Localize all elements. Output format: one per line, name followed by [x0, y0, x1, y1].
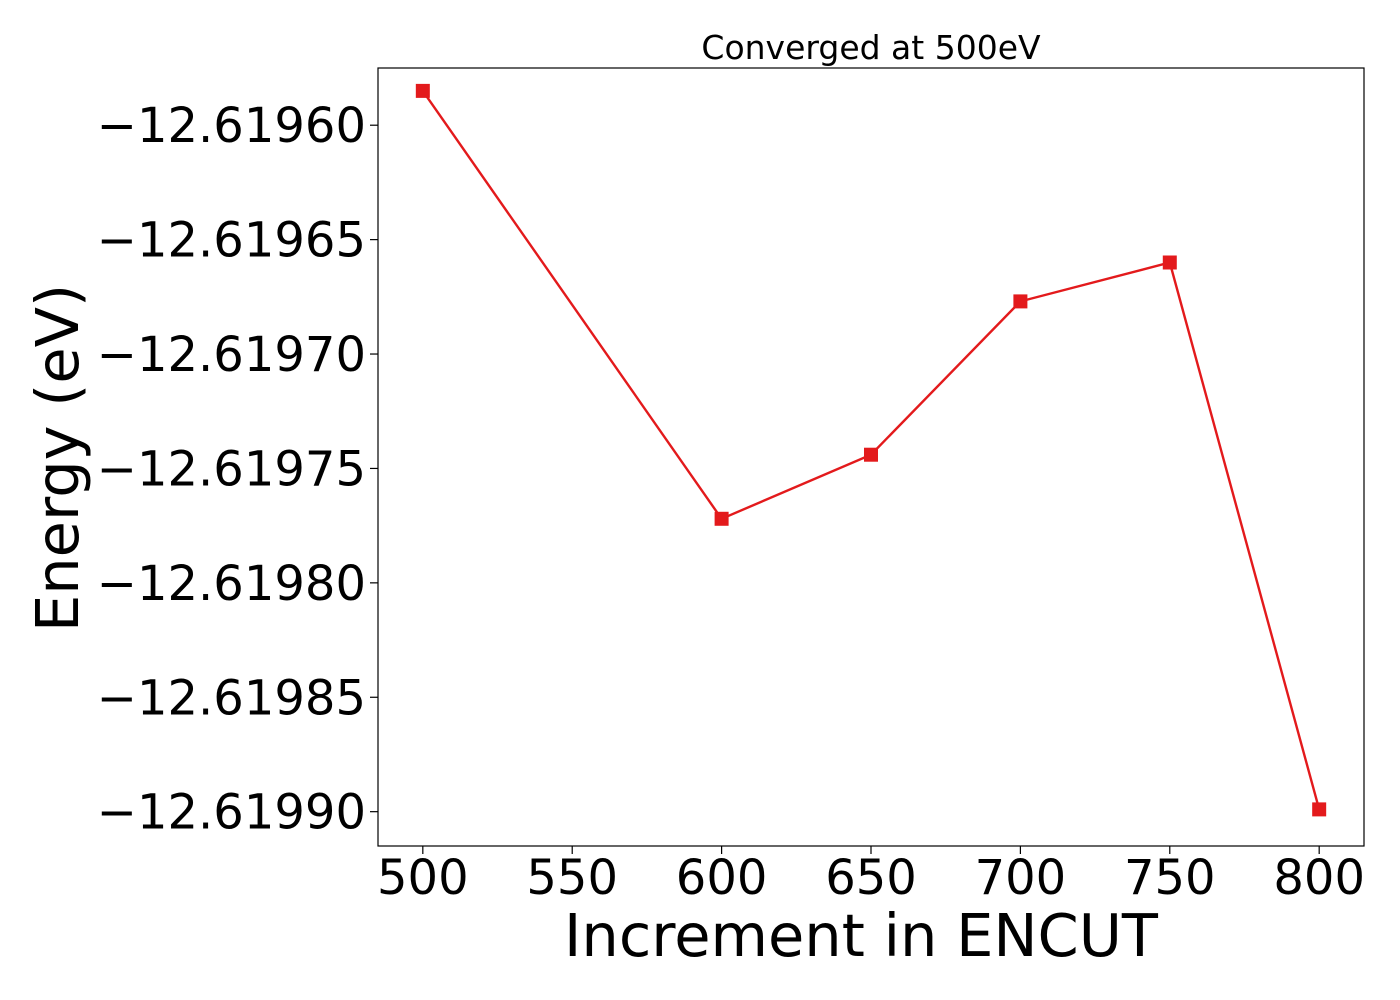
x-tick-label: 800 [1273, 850, 1365, 906]
data-point-marker [1162, 255, 1177, 270]
y-axis-label: Energy (eV) [23, 284, 92, 632]
y-tick-label: −12.61985 [97, 670, 366, 726]
data-point-marker [714, 511, 729, 526]
plot-frame [377, 67, 1365, 847]
x-tick-label: 550 [526, 850, 618, 906]
plot-layer: 500 550 600 650 700 750 800 −12.61960 −12.61965 −… [97, 83, 1365, 906]
y-tick-label: −12.61965 [97, 213, 366, 269]
data-point-marker [415, 83, 430, 98]
x-axis-label: Increment in ENCUT [564, 901, 1159, 970]
y-tick-label: −12.61975 [97, 441, 366, 497]
y-tick-label: −12.61960 [97, 98, 366, 154]
data-point-marker [1312, 802, 1327, 817]
x-tick-label: 700 [975, 850, 1067, 906]
chart-title: Converged at 500eV [701, 28, 1041, 67]
series-line [421, 90, 1321, 810]
x-tick-label: 750 [1124, 850, 1216, 906]
y-tick-label: −12.61990 [97, 785, 366, 841]
x-tick-label: 600 [676, 850, 768, 906]
x-tick-label: 650 [825, 850, 917, 906]
data-point-marker [1013, 294, 1028, 309]
data-point-marker [864, 447, 878, 462]
x-tick-label: 500 [377, 850, 469, 906]
y-tick-label: −12.61970 [97, 327, 366, 383]
y-tick-label: −12.61980 [97, 556, 366, 612]
